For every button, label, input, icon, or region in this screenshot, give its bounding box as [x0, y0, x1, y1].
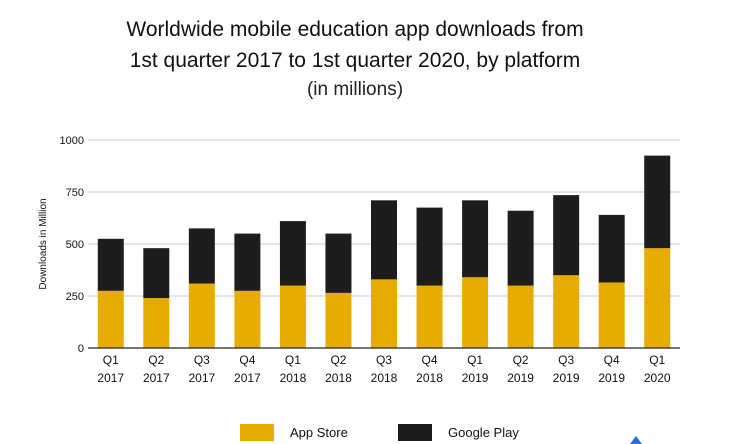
bar-google-play-q3-2017	[188, 228, 215, 284]
x-tick-label-q2-2019-line-2: 2019	[507, 371, 534, 385]
chart-title-line-2: 1st quarter 2017 to 1st quarter 2020, by…	[129, 49, 581, 72]
bar-google-play-q4-2017	[234, 233, 261, 291]
legend-swatch-google-play	[398, 423, 432, 441]
x-tick-label-q4-2019-line-1: Q4	[604, 353, 620, 367]
x-tick-label-q3-2019-line-1: Q3	[558, 353, 574, 367]
watermark-logo-icon	[630, 436, 642, 444]
x-tick-label-q3-2018-line-1: Q3	[376, 353, 392, 367]
bar-google-play-q2-2019	[507, 210, 534, 286]
x-tick-label-q2-2017-line-2: 2017	[143, 371, 170, 385]
bar-app-store-q1-2020	[644, 248, 671, 348]
bar-app-store-q2-2017	[143, 298, 170, 348]
x-tick-label-q3-2019-line-2: 2019	[553, 371, 580, 385]
legend-item-app-store: App Store	[240, 422, 348, 442]
x-tick-label-q3-2017-line-2: 2017	[188, 371, 215, 385]
y-tick-label-750: 750	[66, 187, 84, 199]
x-tick-label-q4-2018-line-1: Q4	[422, 353, 438, 367]
bar-google-play-q2-2017	[143, 248, 170, 299]
bar-google-play-q4-2019	[598, 214, 625, 283]
x-tick-label-q2-2019-line-1: Q2	[513, 353, 529, 367]
bar-app-store-q1-2017	[97, 290, 124, 348]
chart-title-line-1: Worldwide mobile education app downloads…	[126, 18, 584, 41]
chart-title-block: Worldwide mobile education app downloads…	[0, 14, 710, 104]
x-tick-label-q1-2019-line-2: 2019	[462, 371, 489, 385]
bar-app-store-q4-2017	[234, 290, 261, 348]
x-tick-label-q1-2018-line-1: Q1	[285, 353, 301, 367]
x-tick-label-q1-2017-line-1: Q1	[103, 353, 119, 367]
legend-label-app-store: App Store	[290, 424, 348, 440]
legend-item-google-play: Google Play	[398, 422, 519, 442]
x-tick-label-q4-2017-line-1: Q4	[239, 353, 255, 367]
bar-app-store-q2-2018	[325, 292, 352, 348]
bar-app-store-q3-2017	[188, 283, 215, 348]
bar-google-play-q1-2018	[279, 221, 306, 286]
legend-label-google-play: Google Play	[448, 424, 519, 440]
x-tick-label-q1-2020-line-2: 2020	[644, 371, 671, 385]
x-tick-label-q4-2019-line-2: 2019	[598, 371, 625, 385]
legend: App Store Google Play	[0, 418, 739, 444]
bar-google-play-q1-2020	[644, 155, 671, 249]
chart-subtitle: (in millions)	[306, 79, 404, 100]
y-tick-label-500: 500	[66, 239, 84, 251]
bar-google-play-q1-2017	[97, 238, 124, 291]
x-tick-label-q4-2017-line-2: 2017	[234, 371, 261, 385]
x-tick-label-q2-2017-line-1: Q2	[148, 353, 164, 367]
legend-swatch-app-store	[240, 423, 274, 441]
bar-app-store-q4-2018	[416, 285, 443, 348]
x-tick-label-q1-2018-line-2: 2018	[280, 371, 307, 385]
bar-google-play-q3-2019	[553, 195, 580, 276]
x-tick-label-q1-2020-line-1: Q1	[649, 353, 665, 367]
x-tick-label-q1-2017-line-2: 2017	[97, 371, 124, 385]
bar-google-play-q4-2018	[416, 207, 443, 286]
bar-google-play-q3-2018	[371, 200, 397, 280]
x-tick-label-q1-2019-line-1: Q1	[467, 353, 483, 367]
bar-app-store-q1-2019	[462, 277, 489, 348]
x-tick-label-q3-2017-line-1: Q3	[194, 353, 210, 367]
y-axis-label: Downloads in Million	[38, 198, 49, 289]
bar-google-play-q2-2018	[325, 233, 352, 293]
x-tick-label-q3-2018-line-2: 2018	[371, 371, 398, 385]
x-tick-label-q4-2018-line-2: 2018	[416, 371, 443, 385]
bar-app-store-q4-2019	[598, 282, 625, 348]
y-tick-label-250: 250	[66, 291, 84, 303]
bar-app-store-q2-2019	[507, 285, 534, 348]
y-tick-label-1000: 1000	[60, 135, 84, 147]
bar-app-store-q3-2018	[371, 279, 397, 348]
x-tick-label-q2-2018-line-1: Q2	[330, 353, 346, 367]
bar-app-store-q3-2019	[553, 275, 580, 348]
y-tick-label-0: 0	[78, 343, 84, 355]
bar-app-store-q1-2018	[279, 285, 306, 348]
bar-google-play-q1-2019	[462, 200, 489, 278]
x-tick-label-q2-2018-line-2: 2018	[325, 371, 352, 385]
